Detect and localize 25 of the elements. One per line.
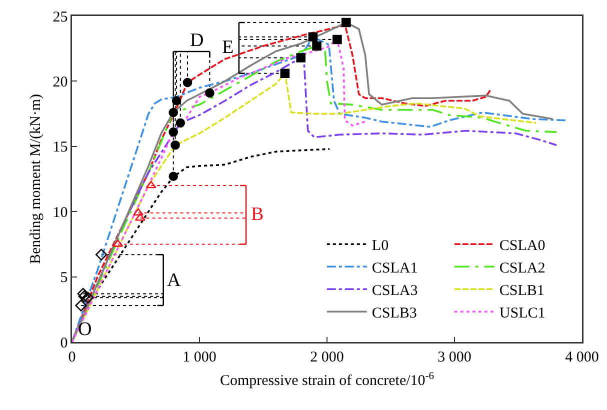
y-tick-label: 10 [52,204,68,221]
legend-label: CSLB1 [499,283,544,299]
y-tick-label: 20 [52,74,68,90]
annotation: A [167,270,181,291]
legend-label: CSLA2 [499,260,546,276]
y-axis-title: Bending moment M/(kN·m) [28,94,44,264]
y-tick-label: 0 [60,335,68,352]
y-tick-label: 15 [52,140,68,156]
legend-label: CSLA3 [372,283,418,299]
legend-label: USLC1 [499,306,546,322]
annotation: B [251,204,264,225]
x-axis-title: Compressive strain of concrete/10$^{-6}$ [220,370,434,390]
legend-label: CSLB3 [372,306,417,322]
x-tick-label: 4 000 [565,349,599,366]
legend-label: CSLA1 [372,260,418,276]
y-tick-label: 25 [52,9,68,26]
annotation: E [222,37,234,58]
y-tick-label: 5 [60,270,68,286]
annotation: O [78,319,92,340]
x-tick-label: 1 000 [182,349,216,366]
x-tick-label: 2 000 [310,349,344,366]
annotation: D [190,30,204,51]
x-tick-label: 3 000 [438,349,472,366]
legend-label: L0 [372,238,389,254]
legend-label: CSLA0 [499,238,546,254]
